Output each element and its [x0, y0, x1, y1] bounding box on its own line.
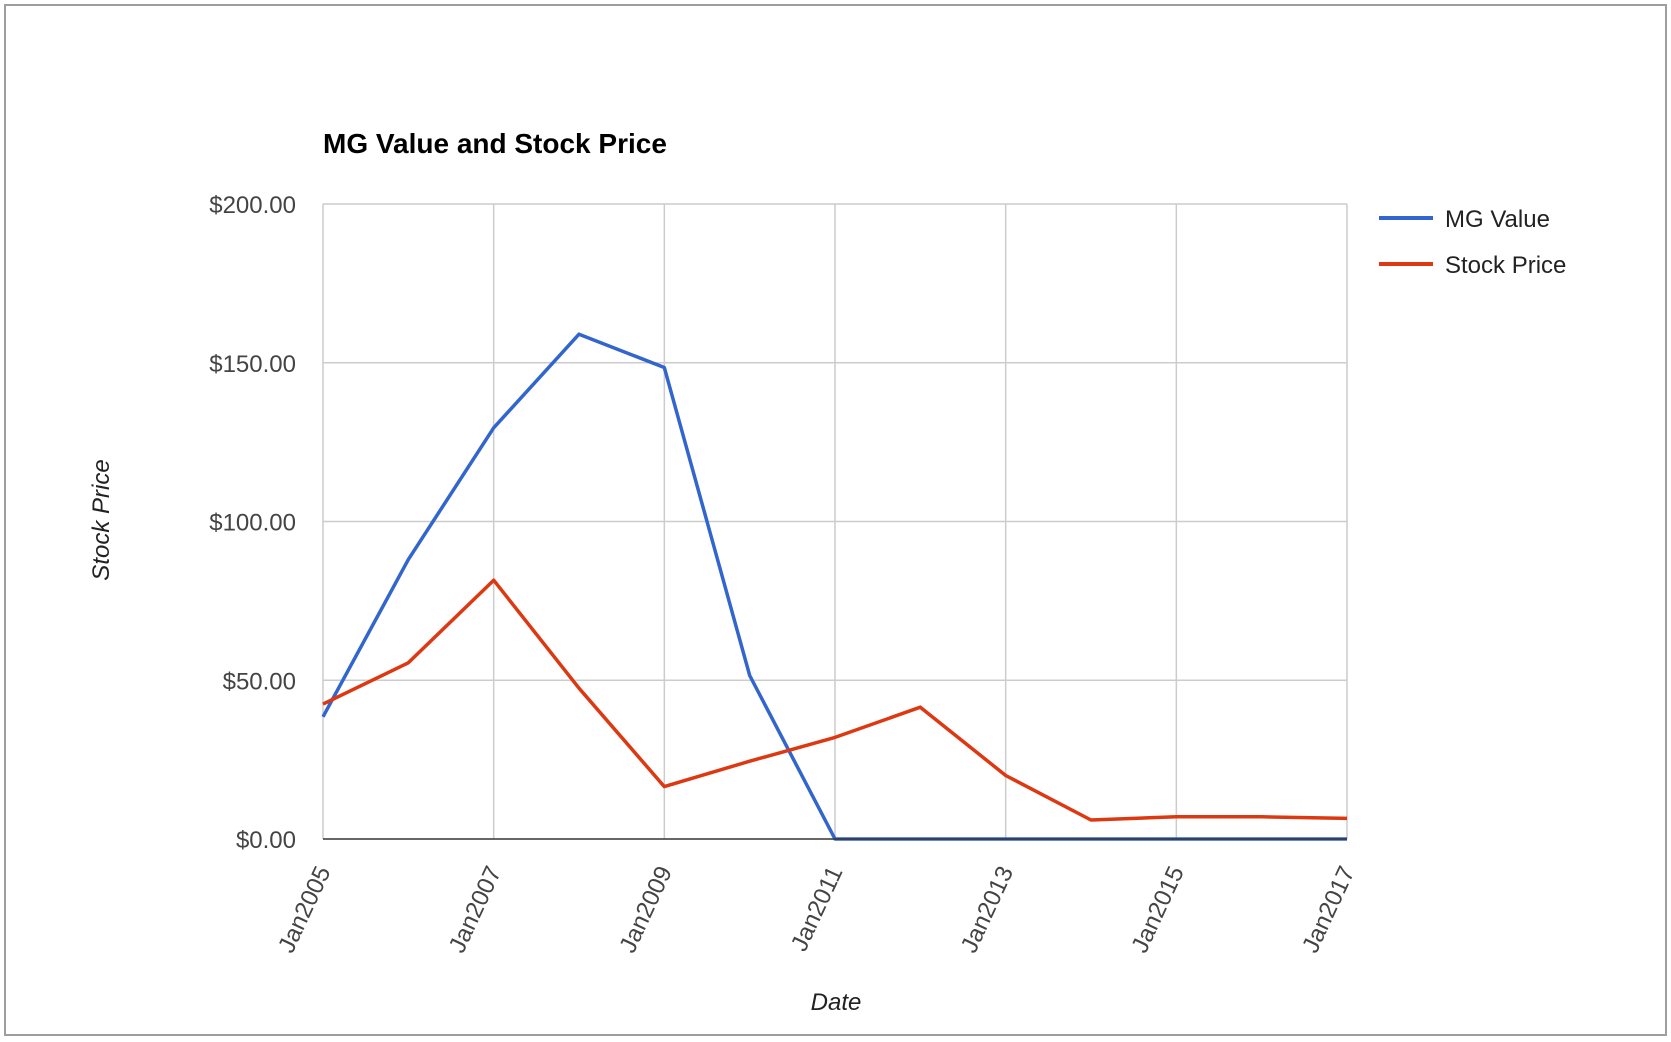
y-tick-label: $150.00 [209, 351, 296, 378]
legend-label-stock-price: Stock Price [1445, 252, 1566, 279]
chart-title: MG Value and Stock Price [323, 128, 667, 159]
y-axis-title: Stock Price [88, 459, 115, 580]
gridlines [322, 203, 1348, 839]
y-tick-label: $200.00 [209, 192, 296, 219]
legend: MG Value Stock Price [1379, 206, 1566, 279]
y-tick-label: $50.00 [223, 668, 296, 695]
legend-label-mg-value: MG Value [1445, 206, 1550, 233]
y-tick-label: $0.00 [236, 827, 296, 854]
y-tick-label: $100.00 [209, 510, 296, 537]
x-axis-title: Date [811, 989, 862, 1016]
series-line-stock-price [322, 578, 1348, 822]
